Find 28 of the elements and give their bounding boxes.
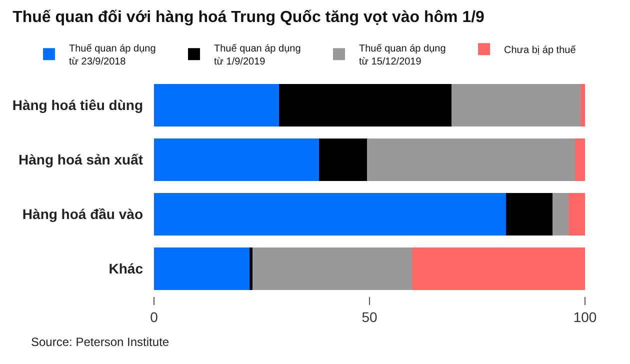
legend-label: Chưa bị áp thuế bbox=[504, 45, 576, 56]
legend-label: Thuế quan áp dụng từ 15/12/2019 bbox=[359, 44, 446, 68]
bar bbox=[319, 138, 367, 182]
bar bbox=[252, 248, 412, 290]
y-tick-label: Khác bbox=[108, 260, 144, 277]
x-tick-label: 100 bbox=[573, 308, 597, 325]
x-tick-label: 0 bbox=[150, 308, 158, 325]
y-tick-label: Hàng hoá đầu vào bbox=[22, 206, 143, 222]
bar bbox=[506, 192, 553, 236]
legend-label: Thuế quan áp dụng từ 23/9/2018 bbox=[69, 44, 156, 68]
bar bbox=[366, 138, 576, 182]
x-tick-label: 50 bbox=[362, 308, 378, 325]
bar bbox=[278, 84, 452, 127]
y-tick-label: Hàng hoá tiêu dùng bbox=[12, 97, 143, 114]
bar bbox=[451, 84, 581, 127]
bar bbox=[575, 138, 585, 182]
bar bbox=[154, 138, 320, 182]
chart-title: Thuế quan đối với hàng hoá Trung Quốc tăng vọt vào hôm 1/9 bbox=[12, 9, 485, 26]
bar bbox=[568, 192, 585, 236]
bar bbox=[412, 248, 585, 290]
y-tick-label: Hàng hoá sản xuất bbox=[18, 152, 144, 168]
bar bbox=[552, 192, 569, 236]
source-note: Source: Peterson Institute bbox=[31, 335, 170, 349]
legend-label: Thuế quan áp dụng từ 1/9/2019 bbox=[214, 44, 301, 68]
bar bbox=[580, 84, 585, 127]
bar bbox=[154, 248, 250, 290]
bar bbox=[154, 84, 279, 127]
bar bbox=[154, 192, 506, 236]
